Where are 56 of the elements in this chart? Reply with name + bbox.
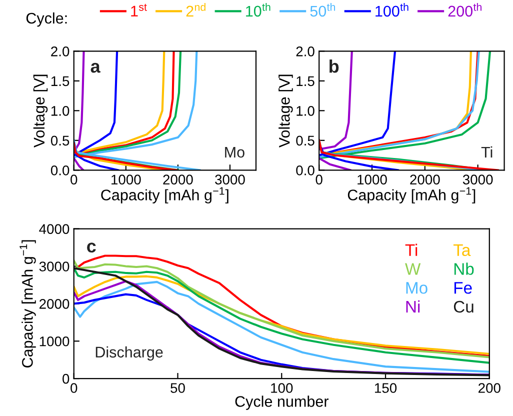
y-tick-label: 0 xyxy=(62,374,70,384)
text: Ni xyxy=(406,300,420,312)
x-tick-label: 1000 xyxy=(112,174,141,185)
text: Cu xyxy=(454,300,474,313)
legend-label: 100$^{th}$ xyxy=(376,3,408,17)
y-axis-title: Capacity [mAh g$^{−1}$] xyxy=(20,240,36,368)
text: W xyxy=(405,263,421,275)
text: Mo xyxy=(406,282,428,294)
y-tick-label: 0.0 xyxy=(296,165,314,176)
text: Nb xyxy=(454,262,474,275)
y-tick-label: 0.5 xyxy=(296,136,314,146)
text: Ti xyxy=(405,244,418,256)
y-tick-label: 2.0 xyxy=(51,46,70,56)
legend-label: 1$^{st}$ xyxy=(131,4,147,16)
annotation: Discharge xyxy=(96,346,163,361)
y-tick-label: 1.0 xyxy=(296,106,314,116)
y-axis-title: Voltage [V] xyxy=(278,74,293,148)
line-series xyxy=(319,51,353,150)
y-tick-label: 1.0 xyxy=(51,106,70,116)
x-axis-title: Capacity [mAh g$^{−1}$] xyxy=(348,187,476,204)
annotation: c xyxy=(87,242,96,253)
x-tick-label: 100 xyxy=(271,383,293,393)
annotation: Mo xyxy=(225,146,244,158)
x-tick-label: 3000 xyxy=(462,174,493,185)
x-tick-label: 0 xyxy=(70,174,78,185)
text: Fe xyxy=(454,282,472,294)
x-tick-label: 0 xyxy=(70,383,78,393)
text: Ta xyxy=(453,244,471,256)
legend-label: 200$^{th}$ xyxy=(448,3,482,17)
legend-label: 10$^{th}$ xyxy=(246,3,270,17)
y-tick-label: 1.5 xyxy=(296,76,314,86)
y-tick-label: 1000 xyxy=(40,336,70,346)
x-tick-label: 3000 xyxy=(215,174,245,185)
x-tick-label: 200 xyxy=(478,383,500,393)
x-tick-label: 2000 xyxy=(163,174,193,185)
y-tick-label: 3000 xyxy=(39,262,70,272)
x-tick-label: 150 xyxy=(374,383,397,393)
x-axis-title: Capacity [mAh g$^{−1}$] xyxy=(101,187,228,204)
legend-title: Cycle: xyxy=(26,12,67,27)
x-tick-label: 50 xyxy=(170,383,185,393)
y-tick-label: 0.0 xyxy=(50,165,70,176)
y-tick-label: 0.5 xyxy=(50,136,70,146)
legend-label: 50$^{th}$ xyxy=(310,3,336,17)
x-tick-label: 0 xyxy=(316,174,322,185)
x-axis-title: Cycle number xyxy=(235,396,329,410)
y-axis-title: Voltage [V] xyxy=(33,74,48,148)
x-tick-label: 1000 xyxy=(358,174,387,185)
y-tick-label: 1.5 xyxy=(51,76,70,86)
annotation: Ti xyxy=(481,146,492,158)
annotation: a xyxy=(90,62,100,73)
legend-label: 2$^{nd}$ xyxy=(186,3,206,16)
annotation: b xyxy=(330,59,339,73)
y-tick-label: 4000 xyxy=(39,224,70,234)
y-tick-label: 2000 xyxy=(40,299,70,309)
x-tick-label: 2000 xyxy=(410,174,440,185)
y-tick-label: 2.0 xyxy=(296,46,314,56)
